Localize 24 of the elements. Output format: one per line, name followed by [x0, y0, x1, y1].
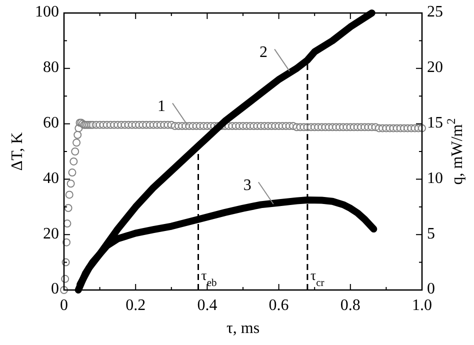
y-axis-title: ΔT, K	[9, 132, 26, 171]
annotation: 1	[158, 98, 166, 115]
text: 1.0	[412, 297, 432, 314]
y-tick-label: 40	[43, 170, 59, 187]
x-tick-label: 0.2	[126, 297, 146, 314]
annotation: 2	[260, 44, 268, 61]
x-axis-title: τ, ms	[226, 320, 260, 337]
y2-tick-label: 15	[427, 114, 443, 132]
y2-tick-label: 10	[427, 170, 443, 187]
annotation: 3	[243, 176, 252, 194]
x-tick-label: 0.8	[340, 297, 360, 314]
y2-tick-label: 20	[427, 59, 443, 76]
y-tick-label: 100	[35, 4, 59, 21]
y-tick-label: 20	[43, 225, 59, 242]
y2-tick-label: 0	[427, 280, 435, 298]
y2-tick-label: 5	[427, 225, 435, 242]
x-tick-label: 0.6	[268, 297, 289, 314]
ref-line-label: τ$_{cr}$	[310, 269, 325, 288]
ref-line-label: τ$_{eb}$	[201, 269, 217, 288]
y-tick-label: 0	[51, 280, 59, 298]
y-tick-label: 60	[43, 114, 59, 132]
y-tick-label: 80	[43, 59, 59, 76]
y2-tick-label: 25	[427, 4, 443, 21]
x-tick-label: 0.4	[197, 297, 218, 314]
